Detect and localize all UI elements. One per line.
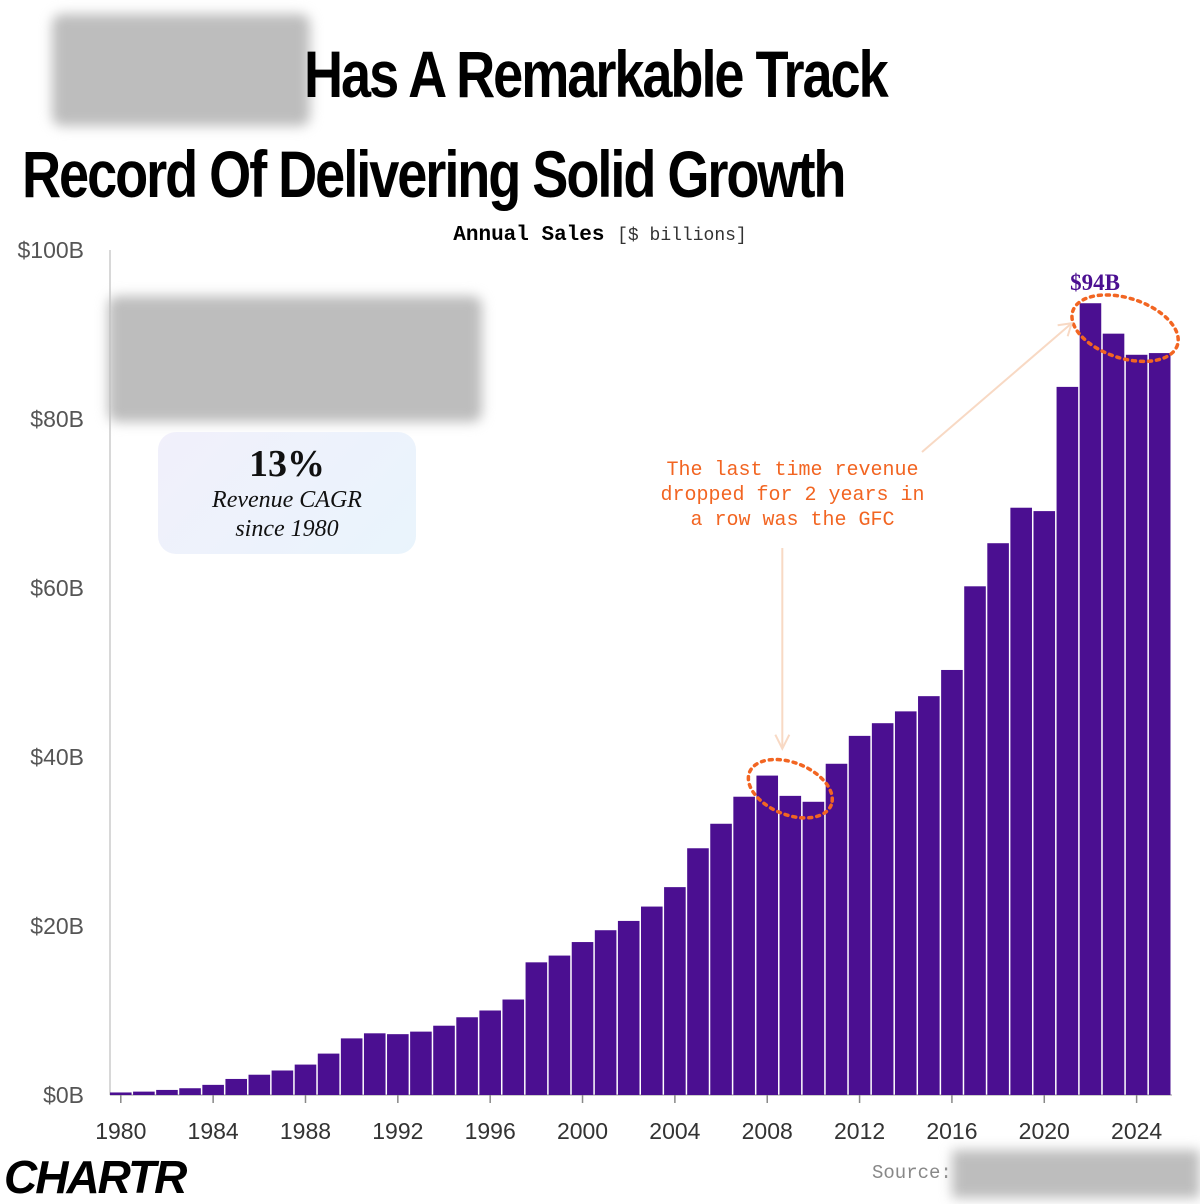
y-tick-label: $0B xyxy=(43,1082,84,1108)
bar-2012 xyxy=(848,735,871,1095)
peak-value-label: $94B xyxy=(1070,270,1120,295)
chart-subtitle: Annual Sales [$ billions] xyxy=(0,224,1200,247)
bar-2024 xyxy=(1125,354,1148,1095)
peak-arrow-head xyxy=(1057,322,1074,337)
bar-1993 xyxy=(410,1031,432,1095)
bar-2006 xyxy=(710,823,732,1095)
bar-1984 xyxy=(202,1084,224,1095)
x-tick-label: 2000 xyxy=(557,1118,608,1144)
bar-1997 xyxy=(502,999,525,1095)
bar-2009 xyxy=(779,795,802,1095)
subtitle-unit: [$ billions] xyxy=(617,226,747,246)
cagr-label-line-1: Revenue CAGR xyxy=(212,487,362,513)
gfc-annotation-line-1: The last time revenue xyxy=(666,459,919,482)
bar-2018 xyxy=(987,543,1009,1095)
x-tick-label: 2020 xyxy=(1019,1118,1070,1144)
gfc-annotation-line-2: dropped for 2 years in xyxy=(660,484,925,507)
subtitle-label: Annual Sales xyxy=(453,224,605,247)
peak-highlight-ellipse xyxy=(1070,293,1180,364)
bar-1980 xyxy=(110,1092,132,1095)
x-tick-label: 2004 xyxy=(649,1118,700,1144)
bar-2025 xyxy=(1148,353,1171,1096)
bar-1987 xyxy=(271,1070,294,1095)
bar-2017 xyxy=(964,586,986,1095)
bar-2004 xyxy=(664,887,686,1095)
x-tick-label: 1988 xyxy=(280,1118,331,1144)
redacted-logo-box xyxy=(108,296,482,422)
x-tick-label: 1980 xyxy=(95,1118,146,1144)
bar-2013 xyxy=(871,723,894,1095)
x-tick-label: 2008 xyxy=(742,1118,793,1144)
bar-1998 xyxy=(525,962,548,1095)
bar-2008 xyxy=(756,775,779,1095)
bar-2021 xyxy=(1056,386,1079,1095)
bar-1983 xyxy=(179,1088,201,1095)
bar-2005 xyxy=(687,848,709,1095)
redacted-source xyxy=(952,1150,1200,1198)
bar-1995 xyxy=(456,1017,478,1095)
gfc-arrow-head xyxy=(774,734,791,751)
x-tick-label: 1984 xyxy=(188,1118,239,1144)
bar-1982 xyxy=(156,1089,178,1095)
y-tick-label: $40B xyxy=(30,744,84,770)
gfc-annotation: The last time revenue dropped for 2 year… xyxy=(645,458,940,533)
bar-2007 xyxy=(733,796,755,1095)
chartr-logo: CHARTR xyxy=(4,1151,187,1203)
bar-1985 xyxy=(225,1078,248,1095)
y-tick-label: $60B xyxy=(30,575,84,601)
cagr-label-line-2: since 1980 xyxy=(235,516,339,542)
gfc-highlight-ellipse xyxy=(746,757,835,820)
bar-1989 xyxy=(317,1053,340,1095)
title-line-2: Record Of Delivering Solid Growth xyxy=(22,137,846,211)
y-tick-label: $80B xyxy=(30,406,84,432)
x-tick-label: 1992 xyxy=(372,1118,423,1144)
redacted-company-name xyxy=(52,14,310,126)
peak-arrow-line xyxy=(921,322,1073,453)
bar-2022 xyxy=(1079,303,1102,1095)
bar-1981 xyxy=(133,1091,155,1095)
bar-2023 xyxy=(1102,333,1125,1095)
x-tick-label: 2024 xyxy=(1111,1118,1162,1144)
bar-2015 xyxy=(918,696,940,1095)
bar-1988 xyxy=(294,1064,317,1095)
title-line-1: Has A Remarkable Track xyxy=(304,37,889,111)
bar-2020 xyxy=(1033,511,1056,1096)
bar-2016 xyxy=(941,669,963,1095)
y-tick-label: $100B xyxy=(17,237,84,263)
bar-2001 xyxy=(594,930,617,1095)
bar-2014 xyxy=(894,711,917,1095)
bar-1991 xyxy=(363,1033,386,1095)
bar-2011 xyxy=(825,763,848,1095)
bar-1999 xyxy=(548,955,571,1095)
source-label: Source: xyxy=(872,1162,952,1184)
bar-2002 xyxy=(617,920,640,1095)
bar-1996 xyxy=(479,1010,501,1095)
cagr-value: 13% xyxy=(249,443,325,485)
bar-1986 xyxy=(248,1074,271,1095)
cagr-callout: 13% Revenue CAGR since 1980 xyxy=(158,432,416,554)
bar-1994 xyxy=(433,1025,455,1095)
bar-2019 xyxy=(1010,507,1032,1096)
y-tick-label: $20B xyxy=(30,913,84,939)
bar-2000 xyxy=(571,942,594,1095)
x-tick-label: 2012 xyxy=(834,1118,885,1144)
bar-2003 xyxy=(641,906,663,1095)
bar-1990 xyxy=(340,1038,363,1095)
bar-1992 xyxy=(387,1034,409,1095)
x-tick-label: 2016 xyxy=(926,1118,977,1144)
bar-2010 xyxy=(802,801,825,1095)
x-tick-label: 1996 xyxy=(465,1118,516,1144)
gfc-annotation-line-3: a row was the GFC xyxy=(690,509,895,532)
